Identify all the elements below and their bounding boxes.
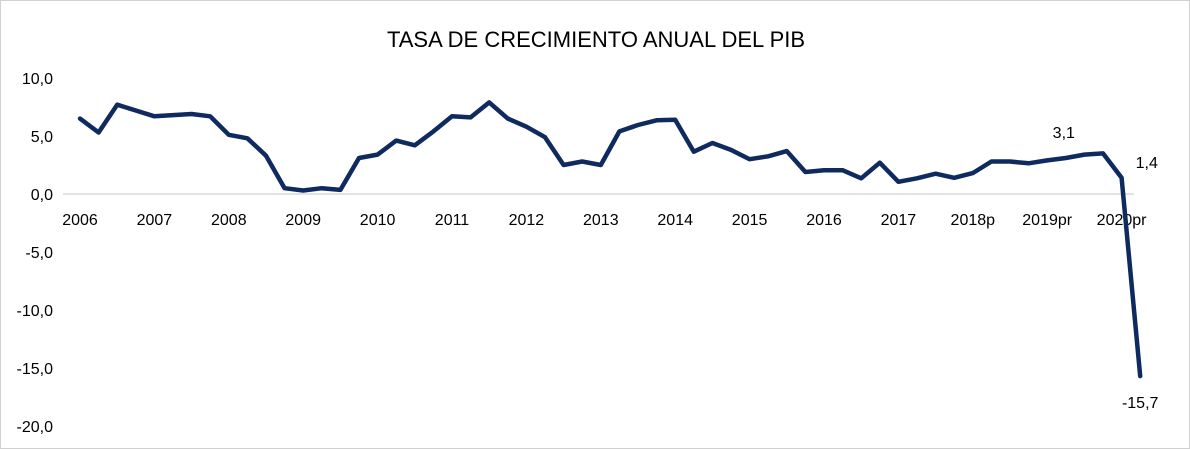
y-tick-label: -10,0 bbox=[17, 303, 54, 320]
x-tick-label: 2011 bbox=[435, 212, 470, 229]
x-tick-label: 2019pr bbox=[1022, 212, 1072, 229]
chart-title: TASA DE CRECIMIENTO ANUAL DEL PIB bbox=[387, 27, 805, 52]
x-tick-label: 2007 bbox=[137, 212, 173, 229]
y-tick-label: -5,0 bbox=[25, 245, 53, 262]
y-tick-label: 10,0 bbox=[22, 71, 53, 88]
x-tick-label: 2013 bbox=[583, 212, 619, 229]
series-line bbox=[77, 100, 1143, 379]
x-tick-label: 2006 bbox=[62, 212, 98, 229]
x-tick-label: 2009 bbox=[285, 212, 321, 229]
x-tick-label: 2018p bbox=[951, 212, 996, 229]
x-tick-label: 2016 bbox=[806, 212, 842, 229]
x-tick-label: 2017 bbox=[881, 212, 917, 229]
x-tick-label: 2014 bbox=[657, 212, 693, 229]
x-tick-label: 2012 bbox=[509, 212, 545, 229]
y-tick-label: 5,0 bbox=[31, 129, 53, 146]
x-tick-label: 2008 bbox=[211, 212, 247, 229]
data-label: 1,4 bbox=[1136, 155, 1158, 172]
x-tick-label: 2010 bbox=[360, 212, 396, 229]
y-tick-label: 0,0 bbox=[31, 187, 53, 204]
x-tick-label: 2020pr bbox=[1097, 212, 1147, 229]
y-tick-label: -15,0 bbox=[17, 361, 54, 378]
x-tick-label: 2015 bbox=[732, 212, 768, 229]
y-tick-label: -20,0 bbox=[17, 419, 54, 436]
data-label: -15,7 bbox=[1122, 395, 1159, 412]
data-label: 3,1 bbox=[1053, 125, 1075, 142]
